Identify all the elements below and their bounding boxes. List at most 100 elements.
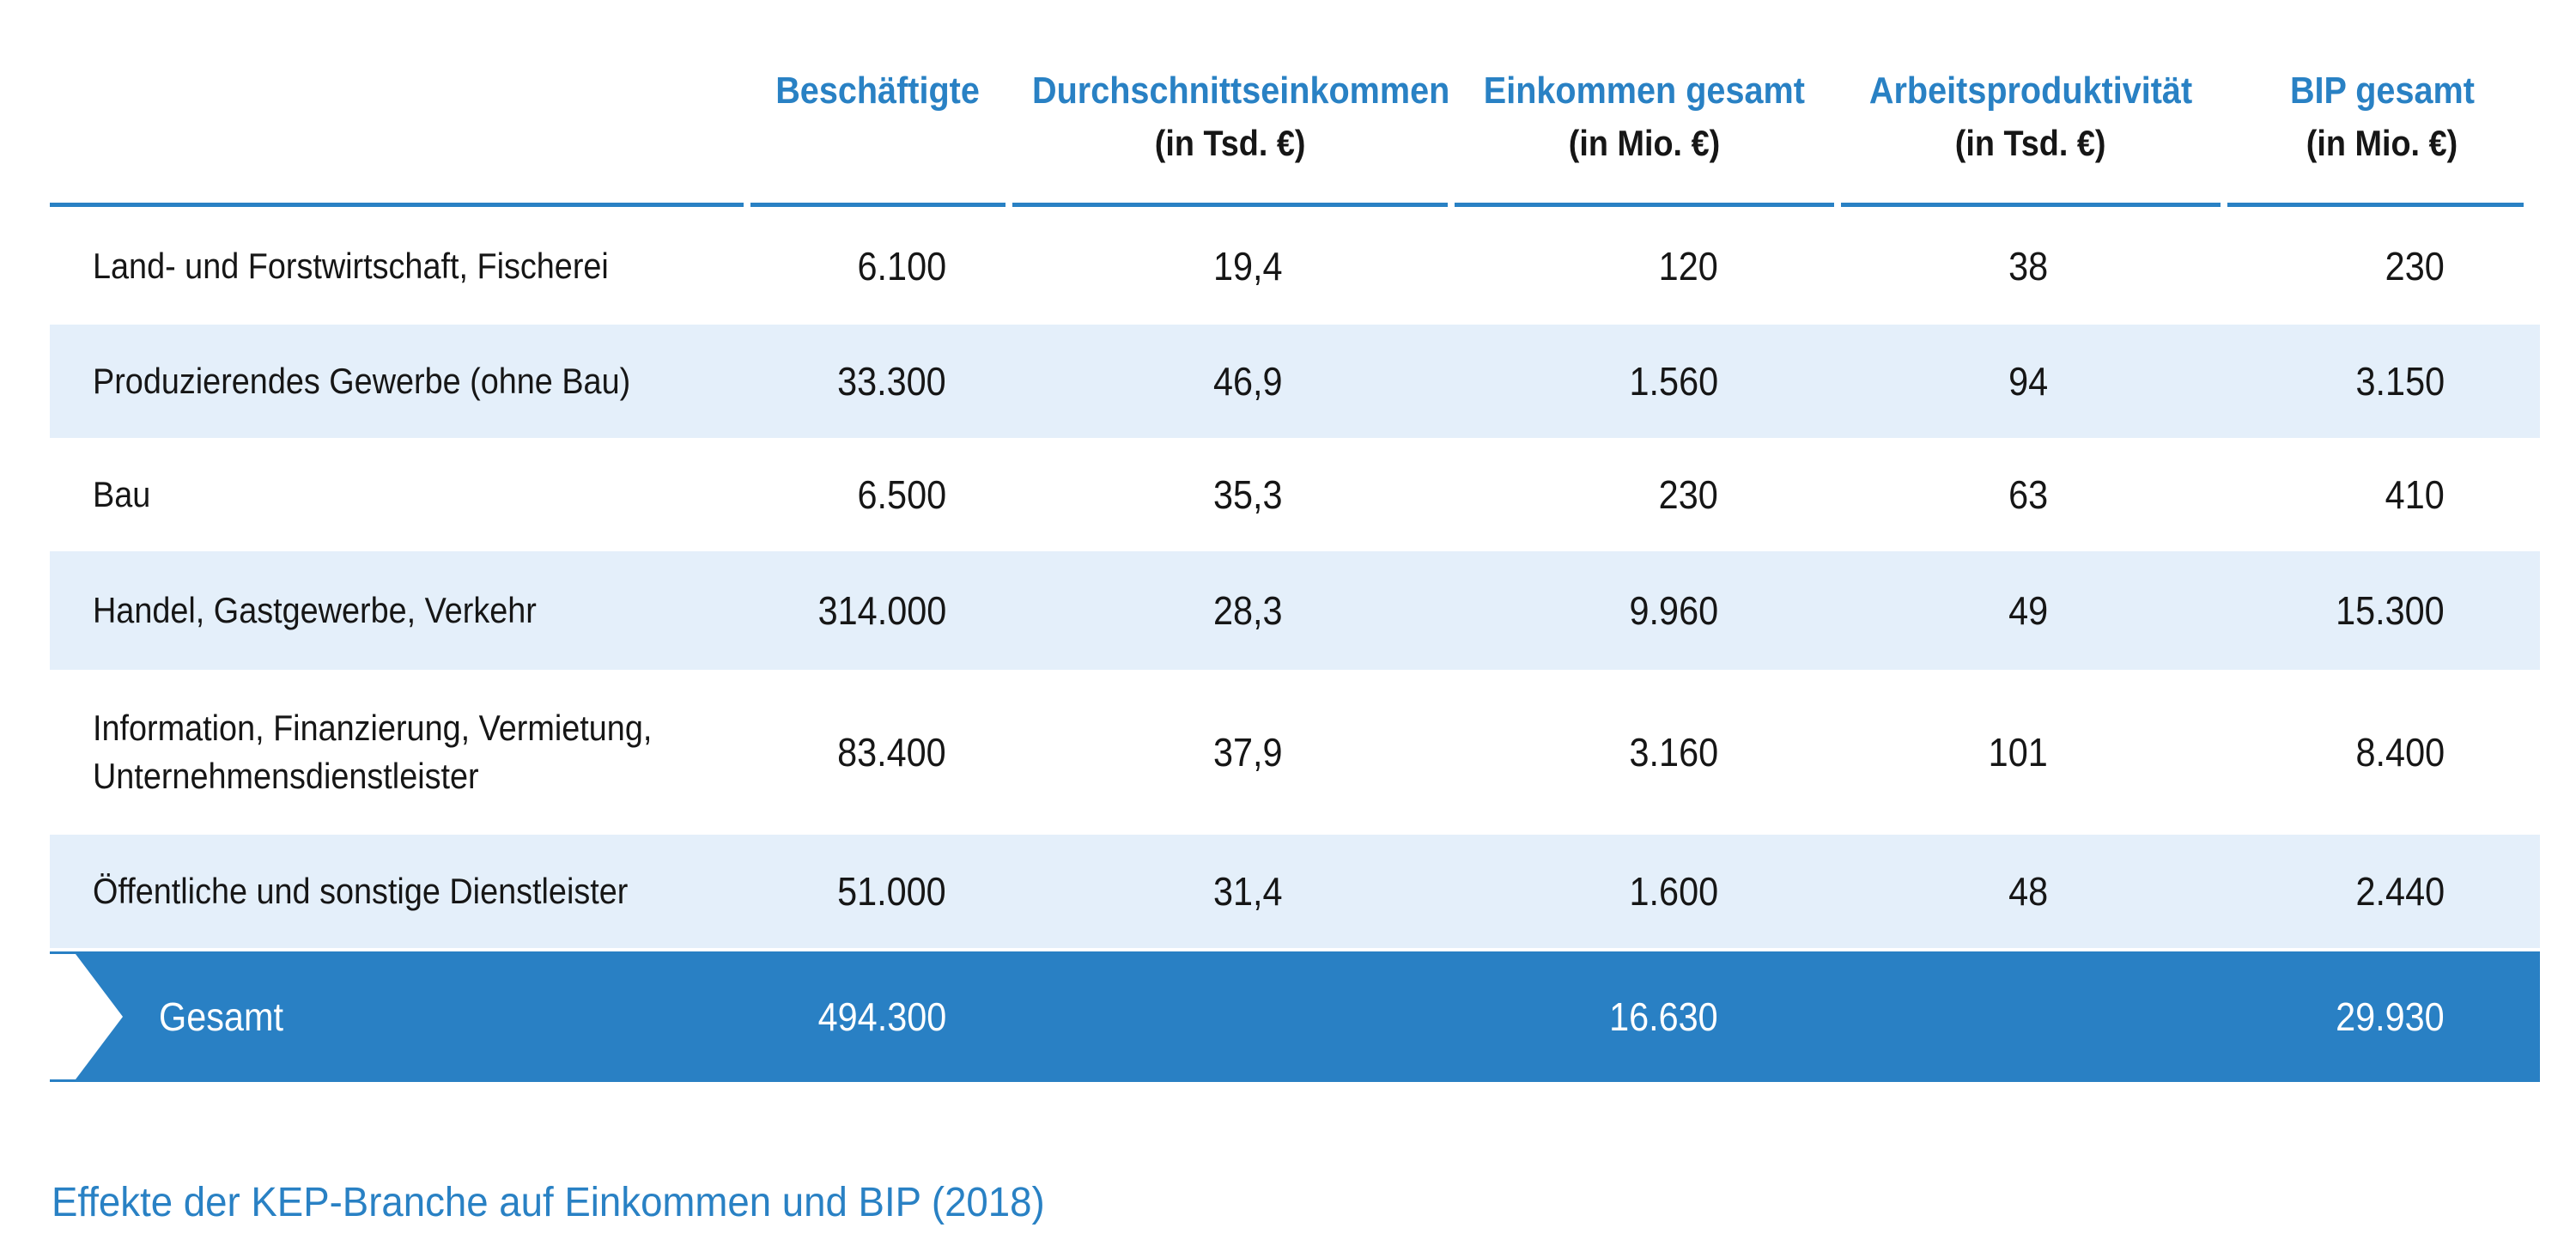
cell-arbeitsproduktivitaet: 63 xyxy=(1838,471,2224,518)
table-header: Beschäftigte Durchschnittseinkommen (in … xyxy=(50,69,2540,165)
cell-value: 49 xyxy=(2008,588,2048,633)
cell-value: 120 xyxy=(1658,243,1718,289)
total-row: Gesamt 494.300 16.630 29.930 xyxy=(50,951,2540,1082)
cell-arbeitsproduktivitaet: 49 xyxy=(1838,587,2224,634)
cell-beschaeftigte: 33.300 xyxy=(747,358,1009,404)
cell-value: 51.000 xyxy=(837,869,946,914)
cell-value: 230 xyxy=(2385,243,2445,289)
header-label: Einkommen gesamt xyxy=(1483,70,1806,112)
cell-bip-gesamt: 8.400 xyxy=(2224,729,2540,775)
row-label: Öffentliche und sonstige Dienstleister xyxy=(93,871,629,911)
row-label: Handel, Gastgewerbe, Verkehr xyxy=(93,590,537,630)
cell-durchschnittseinkommen: 35,3 xyxy=(1009,471,1451,518)
row-label: Land- und Forstwirtschaft, Fischerei xyxy=(93,245,609,286)
cell-bip-gesamt: 3.150 xyxy=(2224,358,2540,404)
cell-beschaeftigte: 314.000 xyxy=(747,587,1009,634)
table-caption: Effekte der KEP-Branche auf Einkommen un… xyxy=(52,1182,1097,1225)
header-cell-beschaeftigte: Beschäftigte xyxy=(747,69,1009,165)
row-label-cell: Öffentliche und sonstige Dienstleister xyxy=(50,867,747,915)
cell-value: 38 xyxy=(2008,243,2048,289)
header-cell-durchschnittseinkommen: Durchschnittseinkommen (in Tsd. €) xyxy=(1009,69,1451,165)
cell-einkommen-gesamt: 9.960 xyxy=(1451,587,1838,634)
cell-value: 3.150 xyxy=(2355,359,2445,404)
total-label: Gesamt xyxy=(159,994,283,1039)
cell-value: 37,9 xyxy=(1213,730,1283,775)
cell-value: 6.100 xyxy=(857,243,946,289)
cell-einkommen-gesamt: 1.560 xyxy=(1451,358,1838,404)
table-row: Land- und Forstwirtschaft, Fischerei 6.1… xyxy=(50,207,2540,325)
cell-value: 28,3 xyxy=(1213,588,1283,633)
total-label-cell: Gesamt xyxy=(50,993,747,1041)
cell-arbeitsproduktivitaet: 94 xyxy=(1838,358,2224,404)
header-unit: (in Tsd. €) xyxy=(1955,123,2106,163)
cell-arbeitsproduktivitaet: 38 xyxy=(1838,243,2224,289)
cell-value: 9.960 xyxy=(1629,588,1718,633)
cell-value: 83.400 xyxy=(837,730,946,775)
cell-durchschnittseinkommen: 28,3 xyxy=(1009,587,1451,634)
header-cell-spacer xyxy=(50,69,747,165)
cell-durchschnittseinkommen: 31,4 xyxy=(1009,868,1451,915)
cell-durchschnittseinkommen: 37,9 xyxy=(1009,729,1451,775)
total-beschaeftigte: 494.300 xyxy=(747,994,1009,1040)
header-cell-einkommen-gesamt: Einkommen gesamt (in Mio. €) xyxy=(1451,69,1838,165)
table-row: Bau 6.500 35,3 230 63 410 xyxy=(50,438,2540,551)
cell-bip-gesamt: 2.440 xyxy=(2224,868,2540,915)
cell-durchschnittseinkommen: 19,4 xyxy=(1009,243,1451,289)
cell-durchschnittseinkommen: 46,9 xyxy=(1009,358,1451,404)
header-rule-segment xyxy=(1012,203,1448,207)
table-body: Land- und Forstwirtschaft, Fischerei 6.1… xyxy=(50,207,2540,948)
cell-value: 15.300 xyxy=(2336,588,2445,633)
table-row: Handel, Gastgewerbe, Verkehr 314.000 28,… xyxy=(50,551,2540,670)
cell-value: 31,4 xyxy=(1213,869,1283,914)
cell-value: 3.160 xyxy=(1629,730,1718,775)
cell-value: 1.560 xyxy=(1629,359,1718,404)
cell-value: 35,3 xyxy=(1213,472,1283,517)
cell-value: 6.500 xyxy=(857,472,946,517)
header-rule-segment xyxy=(2227,203,2524,207)
cell-beschaeftigte: 6.500 xyxy=(747,471,1009,518)
cell-einkommen-gesamt: 3.160 xyxy=(1451,729,1838,775)
cell-value: 314.000 xyxy=(817,588,946,633)
cell-value: 1.600 xyxy=(1629,869,1718,914)
cell-value: 94 xyxy=(2008,359,2048,404)
total-einkommen-gesamt: 16.630 xyxy=(1451,994,1838,1040)
cell-value: 63 xyxy=(2008,472,2048,517)
cell-bip-gesamt: 230 xyxy=(2224,243,2540,289)
cell-value: 46,9 xyxy=(1213,359,1283,404)
header-cell-bip-gesamt: BIP gesamt (in Mio. €) xyxy=(2224,69,2540,165)
table-row: Öffentliche und sonstige Dienstleister 5… xyxy=(50,835,2540,948)
header-rule-segment xyxy=(1841,203,2221,207)
total-value: 494.300 xyxy=(817,994,946,1039)
cell-bip-gesamt: 15.300 xyxy=(2224,587,2540,634)
header-rule-segment xyxy=(750,203,1005,207)
row-label: Produzierendes Gewerbe (ohne Bau) xyxy=(93,361,631,401)
total-bip-gesamt: 29.930 xyxy=(2224,994,2540,1040)
cell-einkommen-gesamt: 230 xyxy=(1451,471,1838,518)
header-label: Arbeitsproduktivität xyxy=(1868,70,2193,112)
row-label-cell: Handel, Gastgewerbe, Verkehr xyxy=(50,586,747,635)
cell-value: 19,4 xyxy=(1213,243,1283,289)
header-rule-segment xyxy=(1455,203,1834,207)
table-row: Produzierendes Gewerbe (ohne Bau) 33.300… xyxy=(50,325,2540,438)
total-value: 29.930 xyxy=(2336,994,2445,1039)
row-label-cell: Bau xyxy=(50,471,747,519)
cell-einkommen-gesamt: 1.600 xyxy=(1451,868,1838,915)
cell-arbeitsproduktivitaet: 101 xyxy=(1838,729,2224,775)
table-caption-text: Effekte der KEP-Branche auf Einkommen un… xyxy=(52,1180,1045,1225)
cell-bip-gesamt: 410 xyxy=(2224,471,2540,518)
header-label: Durchschnittseinkommen xyxy=(1032,70,1450,112)
cell-value: 48 xyxy=(2008,869,2048,914)
row-label-cell: Land- und Forstwirtschaft, Fischerei xyxy=(50,242,747,290)
cell-value: 101 xyxy=(1988,730,2048,775)
cell-arbeitsproduktivitaet: 48 xyxy=(1838,868,2224,915)
row-label: Information, Finanzierung, Vermietung, U… xyxy=(93,708,653,796)
header-unit: (in Mio. €) xyxy=(2306,123,2458,163)
header-rule xyxy=(50,203,2524,207)
cell-value: 2.440 xyxy=(2355,869,2445,914)
header-cell-arbeitsproduktivitaet: Arbeitsproduktivität (in Tsd. €) xyxy=(1838,69,2224,165)
total-value: 16.630 xyxy=(1609,994,1718,1039)
cell-beschaeftigte: 6.100 xyxy=(747,243,1009,289)
cell-beschaeftigte: 51.000 xyxy=(747,868,1009,915)
cell-einkommen-gesamt: 120 xyxy=(1451,243,1838,289)
